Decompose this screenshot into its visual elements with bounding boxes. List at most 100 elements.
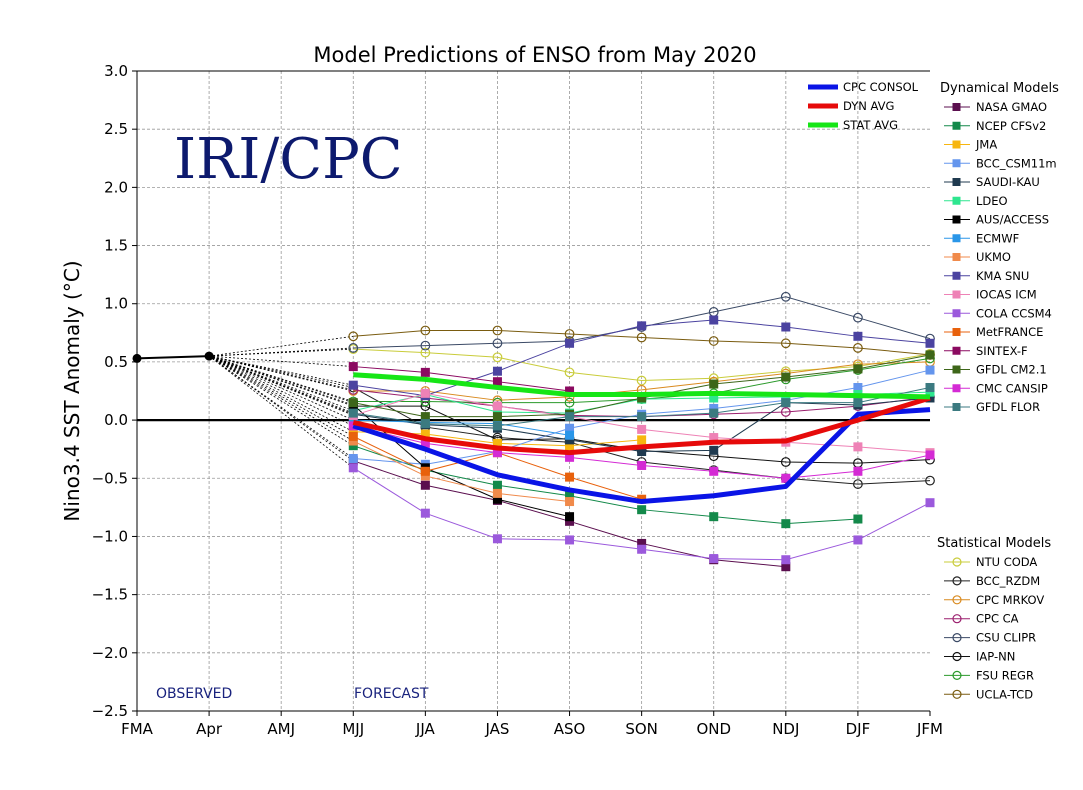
series-point xyxy=(348,453,358,463)
series-point xyxy=(709,393,719,403)
legend-marker xyxy=(952,651,962,662)
series-point xyxy=(420,429,430,439)
series-point xyxy=(420,340,431,351)
series-point xyxy=(420,388,430,398)
series-point xyxy=(565,472,575,482)
legend-label: IOCAS ICM xyxy=(976,288,1037,302)
legend-label: BCC_CSM11m xyxy=(976,156,1057,170)
observed-line xyxy=(136,355,210,360)
legend-marker xyxy=(952,103,961,111)
series-point xyxy=(492,352,503,363)
observed-point xyxy=(204,351,214,361)
legend-label: CSU CLIPR xyxy=(976,631,1036,645)
series-point xyxy=(925,450,935,460)
legend-marker xyxy=(952,253,961,261)
legend-label: FSU REGR xyxy=(976,668,1034,682)
series-line xyxy=(353,329,931,356)
legend-label: AUS/ACCESS xyxy=(976,213,1049,227)
forecast-connector xyxy=(208,355,354,407)
series-point xyxy=(420,508,430,518)
legend-marker xyxy=(952,140,961,149)
x-tick-label: FMA xyxy=(121,720,154,738)
legend-label: NCEP CFSv2 xyxy=(976,119,1046,133)
chart-title: Model Predictions of ENSO from May 2020 xyxy=(313,43,756,67)
series-point xyxy=(780,291,791,302)
series-point xyxy=(637,424,647,434)
legend-label: GFDL FLOR xyxy=(976,400,1040,414)
series-point xyxy=(781,322,791,332)
legend-label: COLA CCSM4 xyxy=(976,306,1052,320)
avg-legend-label: STAT AVG xyxy=(843,118,898,132)
series-point xyxy=(492,448,502,458)
x-tick-label: JJA xyxy=(415,720,436,738)
legend-marker xyxy=(952,290,961,299)
legend-marker xyxy=(952,346,961,355)
series-point xyxy=(565,386,575,396)
x-tick-label: ASO xyxy=(554,720,586,738)
series-line xyxy=(353,348,931,382)
legend-label: SINTEX-F xyxy=(976,344,1028,358)
series-point xyxy=(565,491,575,501)
series-point xyxy=(709,408,719,418)
series-point xyxy=(565,441,575,451)
series-point xyxy=(565,535,575,545)
legend-label: GFDL CM2.1 xyxy=(976,363,1047,377)
series-point xyxy=(853,479,863,489)
series-point xyxy=(637,412,647,422)
axes: 3.0 2.5 2.0 1.5 1.0 0.5 0.0 −0.5 −1.0 −1.5 −2.0 −2.… xyxy=(92,62,943,738)
series-point xyxy=(492,480,502,490)
legend-label: UCLA-TCD xyxy=(976,687,1033,701)
series-point xyxy=(781,562,791,572)
series-point xyxy=(565,516,575,526)
series-point xyxy=(780,457,791,467)
legend-marker xyxy=(952,632,962,643)
series-point xyxy=(637,321,647,331)
series-cmc-cansip xyxy=(348,421,935,483)
series-point xyxy=(348,343,359,353)
avg-legend-label: CPC CONSOL xyxy=(843,80,919,94)
legend-label: BCC_RZDM xyxy=(976,574,1040,588)
legend-marker xyxy=(952,384,961,393)
series-point xyxy=(637,447,647,457)
series-point xyxy=(348,431,358,441)
legend-label: NASA GMAO xyxy=(976,100,1047,114)
series-point xyxy=(781,372,791,382)
observed-series xyxy=(132,351,214,363)
legend-label: CPC MRKOV xyxy=(976,593,1044,607)
avg-legend-label: DYN AVG xyxy=(843,99,894,113)
series-point xyxy=(780,338,791,349)
series-point xyxy=(492,407,502,417)
y-tick-label: 3.0 xyxy=(104,62,128,80)
series-point xyxy=(492,488,502,498)
series-line xyxy=(353,366,570,392)
series-line xyxy=(353,419,570,436)
series-point xyxy=(492,377,502,387)
series-point xyxy=(925,475,935,486)
series-point xyxy=(853,466,863,476)
series-point xyxy=(492,438,502,448)
forecast-connector xyxy=(209,347,354,357)
series-point xyxy=(781,519,791,529)
series-point xyxy=(348,436,358,446)
series-point xyxy=(781,473,791,483)
avg-line-dyn-avg xyxy=(352,395,931,456)
legend-marker xyxy=(952,328,961,336)
series-ucla-tcd xyxy=(348,325,935,360)
series-point xyxy=(637,435,647,445)
series-point xyxy=(348,463,358,473)
series-point xyxy=(853,442,863,452)
legend-marker xyxy=(952,576,962,586)
series-point xyxy=(709,512,719,522)
series-point xyxy=(420,367,430,377)
series-point xyxy=(853,535,863,545)
y-tick-label: 2.5 xyxy=(104,120,128,138)
series-point xyxy=(780,407,791,417)
legend-marker xyxy=(952,557,962,567)
y-tick-label: −2.0 xyxy=(92,644,128,662)
series-point xyxy=(925,387,935,397)
series-point xyxy=(420,419,430,429)
series-point xyxy=(925,338,935,348)
series-point xyxy=(348,331,359,342)
series-point xyxy=(781,398,791,408)
